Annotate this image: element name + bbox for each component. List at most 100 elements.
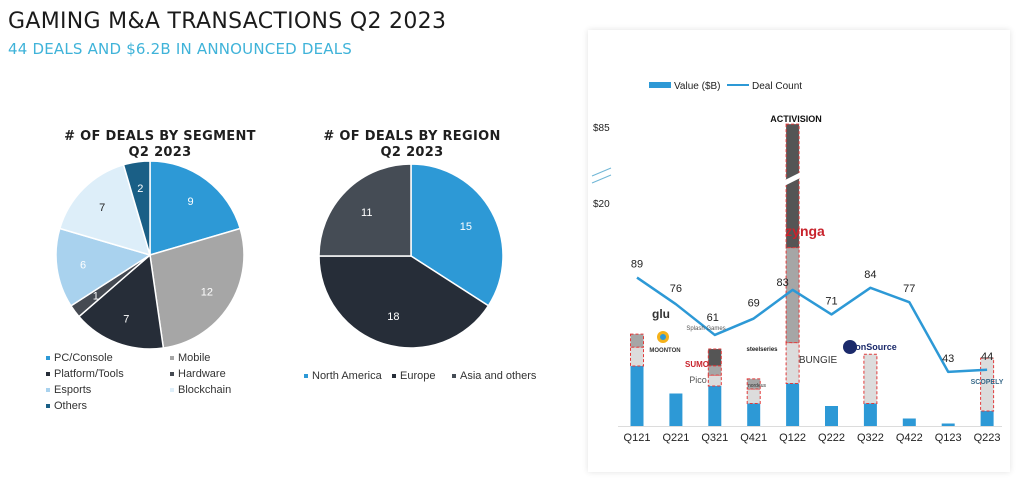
segment-slice-label-hardware: 1 — [93, 291, 99, 303]
region-pie-title-line1: # OF DEALS BY REGION — [323, 129, 501, 144]
segment-legend-item-others: Others — [46, 400, 87, 412]
segment-legend-swatch-others — [46, 404, 50, 409]
segment-legend-label-platform-tools: Platform/Tools — [54, 368, 124, 380]
segment-slice-label-esports: 6 — [80, 260, 86, 272]
company-logo-scopely: SCOPELY — [971, 379, 1004, 386]
company-logo-ironsource: ironSource — [849, 342, 897, 352]
deal-segment-splash-games — [707, 348, 722, 367]
segment-legend-label-esports: Esports — [54, 384, 92, 396]
segment-legend-swatch-hardware — [170, 372, 174, 377]
deal-count-label-q421: 69 — [748, 298, 760, 310]
segment-legend-label-blockchain: Blockchain — [178, 384, 232, 396]
region-legend-item-asia-and-others: Asia and others — [452, 370, 536, 382]
x-tick-label-q223: Q223 — [974, 432, 1001, 444]
deal-count-line — [636, 276, 988, 374]
segment-legend-swatch-pc-console — [46, 356, 50, 361]
company-logo-nordeus: nordeus — [748, 383, 767, 389]
deal-segment-nordeus — [746, 388, 761, 404]
x-tick-label-q421: Q421 — [740, 432, 767, 444]
deal-count-label-q121: 89 — [631, 259, 643, 271]
region-pie-chart: 15 18 11 — [318, 163, 504, 349]
segment-slice-label-blockchain: 7 — [99, 202, 105, 214]
region-legend-swatch-europe — [392, 374, 396, 379]
segment-slice-blockchain — [58, 163, 152, 257]
legend-label-deal-count: Deal Count — [752, 81, 802, 92]
company-logo-bungie: BUNGIE — [799, 355, 838, 366]
moonton-logo-icon-inner — [660, 334, 666, 340]
segment-legend-label-pc-console: PC/Console — [54, 352, 113, 364]
segment-legend-swatch-mobile — [170, 356, 174, 361]
deal-segment-sumo-digital — [707, 365, 722, 376]
segment-slice-pc-console — [149, 160, 242, 257]
segment-pie-title-line2: Q2 2023 — [128, 145, 192, 160]
value-bar-q223 — [980, 411, 994, 426]
region-legend-label-europe: Europe — [400, 370, 436, 382]
segment-pie-title-line1: # OF DEALS BY SEGMENT — [64, 129, 256, 144]
region-legend-item-north-america: North America — [304, 370, 382, 382]
company-logo-pico: Pico — [689, 375, 707, 385]
y-tick-label-20: $20 — [593, 199, 610, 210]
region-slice-europe — [318, 255, 490, 349]
region-pie-title: # OF DEALS BY REGION Q2 2023 — [312, 129, 512, 161]
deal-count-label-q222: 71 — [825, 295, 837, 307]
value-bar-q421 — [747, 403, 761, 426]
company-logo-glu: glu — [652, 307, 670, 321]
x-tick-label-q321: Q321 — [701, 432, 728, 444]
x-tick-label-q222: Q222 — [818, 432, 845, 444]
segment-slice-mobile — [149, 227, 245, 349]
axis-break-mark — [591, 174, 612, 184]
region-legend-label-north-america: North America — [312, 370, 382, 382]
deal-count-label-q122: 83 — [776, 277, 788, 289]
deal-count-label-q321: 61 — [707, 312, 719, 324]
bar-break-mark — [781, 171, 804, 187]
company-logo-moonton: MOONTON — [649, 348, 680, 354]
company-logo-splash-games: Splash Games — [686, 326, 725, 332]
company-logo-zynga: zynga — [785, 223, 825, 239]
value-bar-q222 — [825, 406, 838, 426]
legend-swatch-value — [649, 82, 671, 88]
region-slice-label-north-america: 15 — [460, 221, 472, 233]
segment-legend-item-blockchain: Blockchain — [170, 384, 231, 396]
value-bar-q221 — [669, 393, 683, 426]
region-pie-title-line2: Q2 2023 — [380, 145, 444, 160]
segment-legend-item-platform-tools: Platform/Tools — [46, 368, 124, 380]
deal-count-label-q223: 44 — [981, 351, 993, 363]
deal-count-label-q221: 76 — [670, 283, 682, 295]
value-bar-q123 — [941, 423, 955, 426]
deal-segment-zynga — [785, 247, 800, 344]
value-bar-q122 — [786, 383, 800, 426]
segment-legend-label-hardware: Hardware — [178, 368, 226, 380]
region-slice-label-europe: 18 — [387, 311, 399, 323]
segment-slice-others — [122, 160, 151, 256]
x-tick-label-q123: Q123 — [935, 432, 962, 444]
value-bar-q322 — [863, 403, 877, 426]
deal-segment-steelseries — [746, 378, 761, 390]
segment-legend-swatch-esports — [46, 388, 50, 393]
segment-legend-item-hardware: Hardware — [170, 368, 226, 380]
x-tick-label-q322: Q322 — [857, 432, 884, 444]
region-slice-label-asia-and-others: 11 — [361, 207, 372, 219]
ironsource-logo-icon — [843, 340, 857, 354]
deal-segment-bungie — [785, 342, 800, 384]
value-bar-q321 — [708, 386, 722, 426]
segment-legend-swatch-platform-tools — [46, 372, 50, 377]
value-bar-q121 — [630, 366, 644, 426]
deal-count-label-q322: 84 — [864, 269, 876, 281]
deal-segment-moonton — [630, 346, 644, 367]
segment-pie-legend: PC/Console Mobile Platform/Tools Hardware Es… — [46, 352, 286, 416]
segment-legend-item-pc-console: PC/Console — [46, 352, 113, 364]
value-bar-q422 — [902, 418, 916, 426]
deal-segment-activision — [785, 123, 800, 249]
deal-segment-glu — [630, 333, 644, 348]
axis-break-mark — [591, 167, 612, 177]
company-logo-steelseries: steelseries — [746, 347, 778, 353]
segment-legend-swatch-blockchain — [170, 388, 174, 393]
legend-label-value: Value ($B) — [674, 81, 721, 92]
segment-slice-label-mobile: 12 — [201, 287, 213, 299]
company-logo-sumo: SUMO — [685, 360, 709, 369]
x-tick-label-q422: Q422 — [896, 432, 923, 444]
segment-legend-label-others: Others — [54, 400, 88, 412]
y-tick-label-85: $85 — [593, 123, 610, 134]
region-pie-legend: North America Europe Asia and others — [304, 370, 544, 386]
segment-legend-item-esports: Esports — [46, 384, 91, 396]
